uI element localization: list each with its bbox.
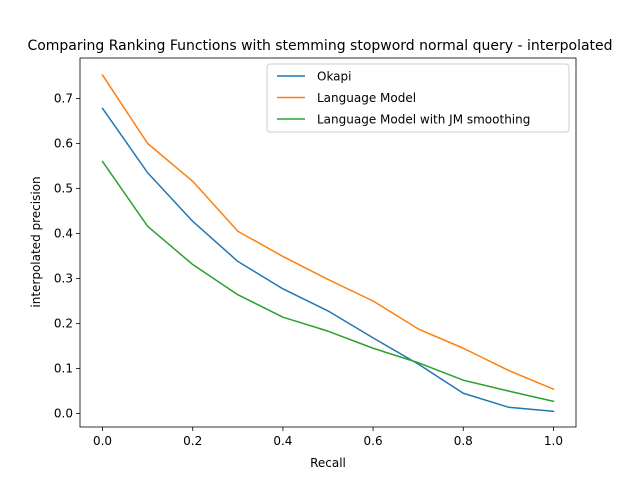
legend-frame [266, 63, 570, 133]
x-axis-label: Recall [310, 456, 346, 470]
x-tick-label: 0.6 [364, 434, 383, 448]
legend-label: Language Model [317, 91, 416, 105]
x-tick-label: 0.8 [454, 434, 473, 448]
y-tick-label: 0.2 [54, 317, 73, 331]
x-tick-label: 0.2 [183, 434, 202, 448]
legend-label: Language Model with JM smoothing [317, 113, 530, 127]
legend: Okapi Language Model Language Model with J… [266, 63, 570, 133]
y-tick-label: 0.0 [54, 407, 73, 421]
y-tick-label: 0.6 [54, 137, 73, 151]
y-tick-label: 0.4 [54, 227, 73, 241]
x-axis: 0.0 0.2 0.4 0.6 0.8 1.0 [93, 427, 563, 448]
series-line [101, 160, 555, 403]
y-tick-label: 0.3 [54, 272, 73, 286]
series-line [101, 107, 555, 413]
y-axis: 0.0 0.1 0.2 0.3 0.4 0.5 0.6 0.7 [54, 92, 80, 421]
x-tick-label: 1.0 [544, 434, 563, 448]
plot-area-frame [79, 57, 577, 428]
y-tick-label: 0.5 [54, 182, 73, 196]
chart-title: Comparing Ranking Functions with stemmin… [27, 38, 612, 54]
series-layer [101, 74, 555, 413]
y-tick-label: 0.1 [54, 362, 73, 376]
y-tick-label: 0.7 [54, 92, 73, 106]
y-axis-label: interpolated precision [29, 176, 43, 307]
x-tick-label: 0.4 [273, 434, 292, 448]
legend-label: Okapi [317, 70, 352, 84]
series-line [101, 74, 555, 391]
x-tick-label: 0.0 [93, 434, 112, 448]
